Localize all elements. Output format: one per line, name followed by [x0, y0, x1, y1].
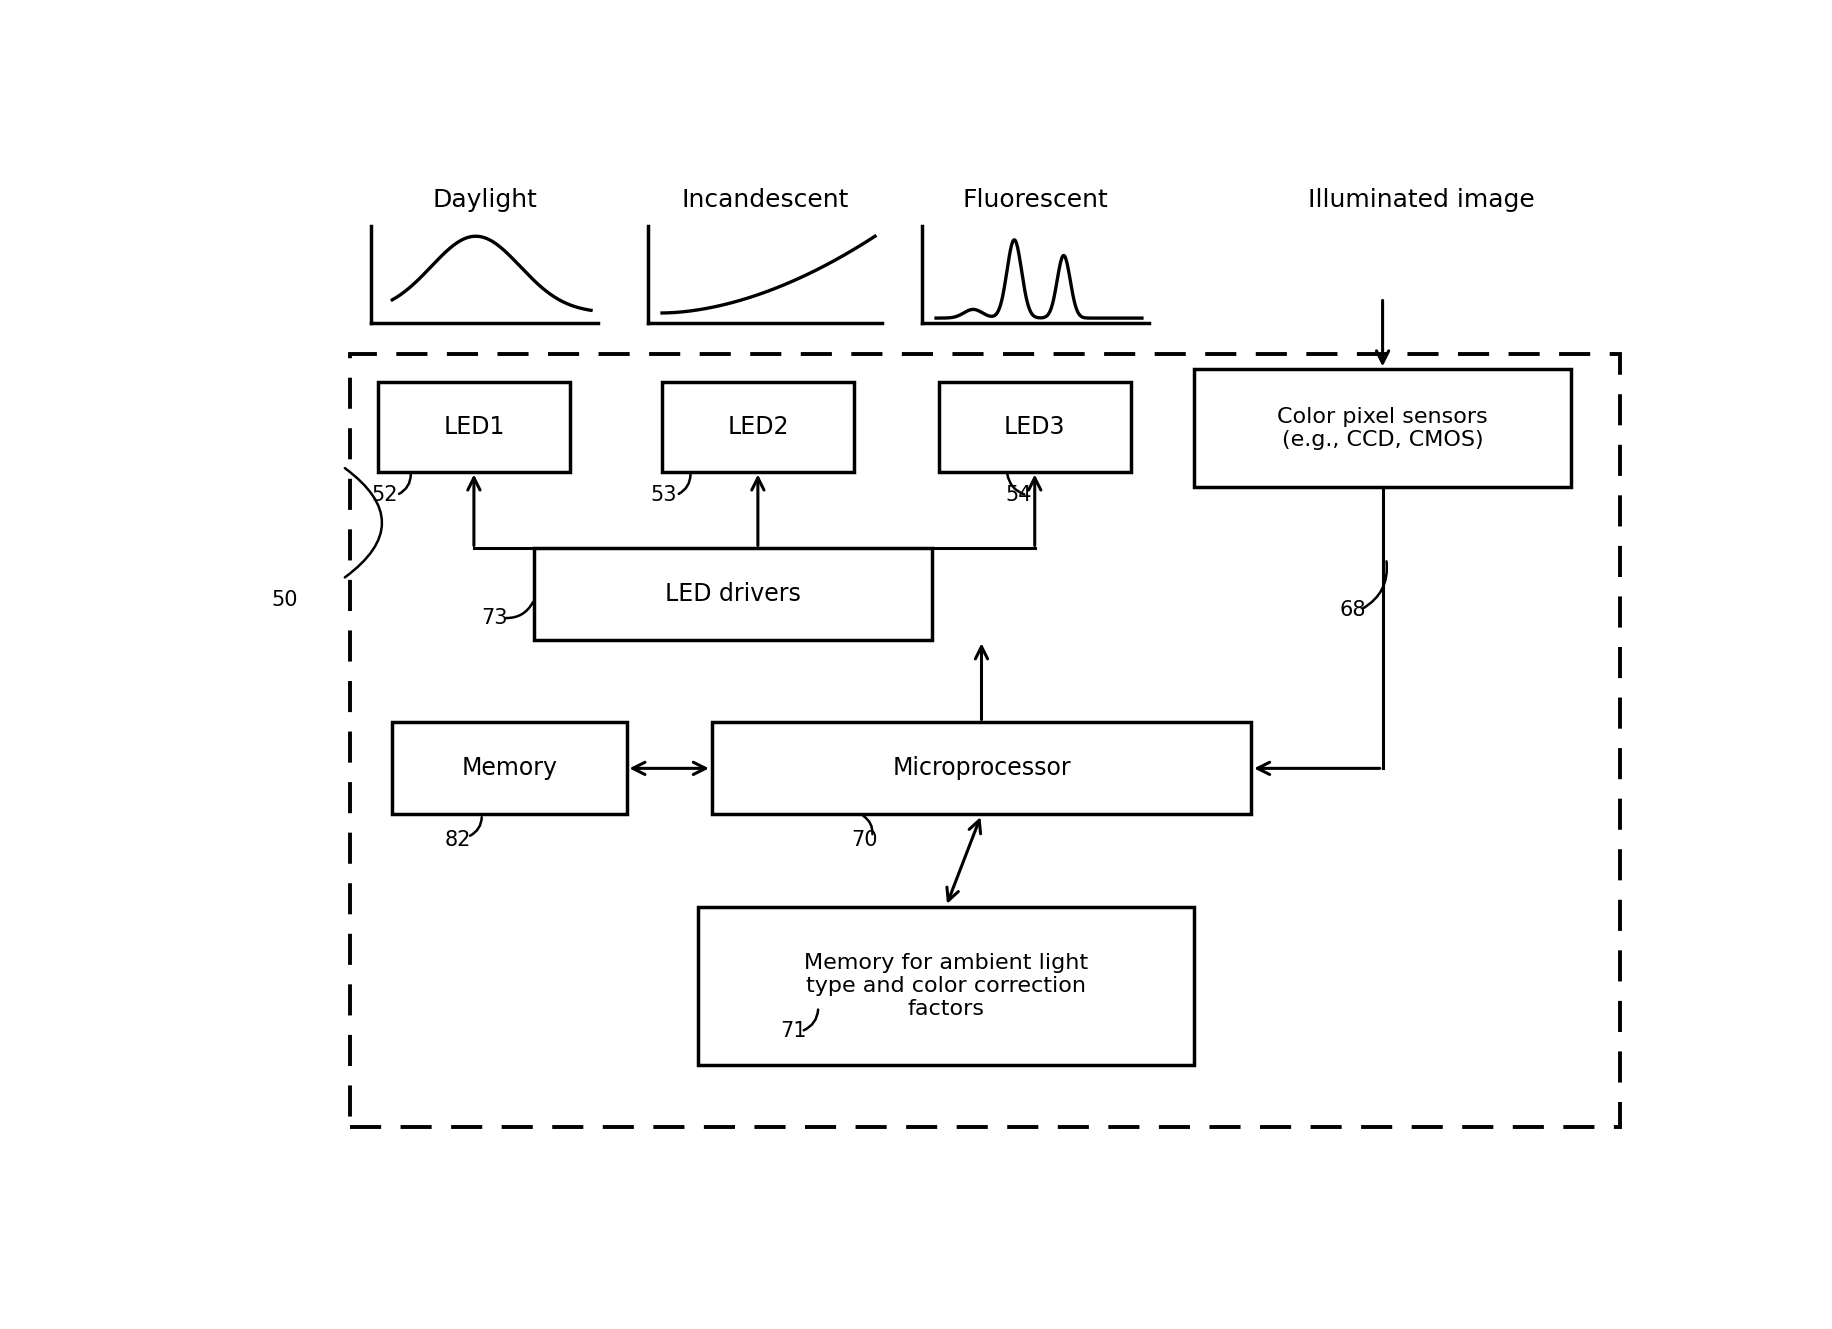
- Text: 82: 82: [445, 831, 471, 851]
- Text: Microprocessor: Microprocessor: [892, 756, 1072, 780]
- Text: 53: 53: [650, 485, 678, 505]
- Text: 50: 50: [271, 590, 299, 610]
- Text: 70: 70: [850, 831, 878, 851]
- Text: Illuminated image: Illuminated image: [1308, 189, 1535, 213]
- Text: Daylight: Daylight: [432, 189, 537, 213]
- Text: Color pixel sensors
(e.g., CCD, CMOS): Color pixel sensors (e.g., CCD, CMOS): [1277, 407, 1488, 449]
- Text: 68: 68: [1339, 599, 1367, 619]
- Text: 54: 54: [1006, 485, 1031, 505]
- Text: LED1: LED1: [443, 415, 504, 439]
- Text: Memory for ambient light
type and color correction
factors: Memory for ambient light type and color …: [804, 953, 1088, 1019]
- Bar: [350, 354, 1619, 1127]
- Bar: [535, 549, 932, 641]
- Bar: [1194, 369, 1570, 486]
- Text: 52: 52: [370, 485, 398, 505]
- Bar: [661, 381, 854, 472]
- Text: LED drivers: LED drivers: [665, 582, 801, 606]
- Bar: [711, 723, 1251, 815]
- Text: LED3: LED3: [1004, 415, 1066, 439]
- Text: 73: 73: [482, 607, 507, 627]
- Bar: [938, 381, 1130, 472]
- Bar: [377, 381, 570, 472]
- Bar: [392, 723, 627, 815]
- Text: Fluorescent: Fluorescent: [962, 189, 1108, 213]
- Text: LED2: LED2: [727, 415, 788, 439]
- Text: Memory: Memory: [462, 756, 557, 780]
- Text: Incandescent: Incandescent: [682, 189, 850, 213]
- Bar: [698, 906, 1194, 1065]
- Text: 71: 71: [780, 1022, 806, 1042]
